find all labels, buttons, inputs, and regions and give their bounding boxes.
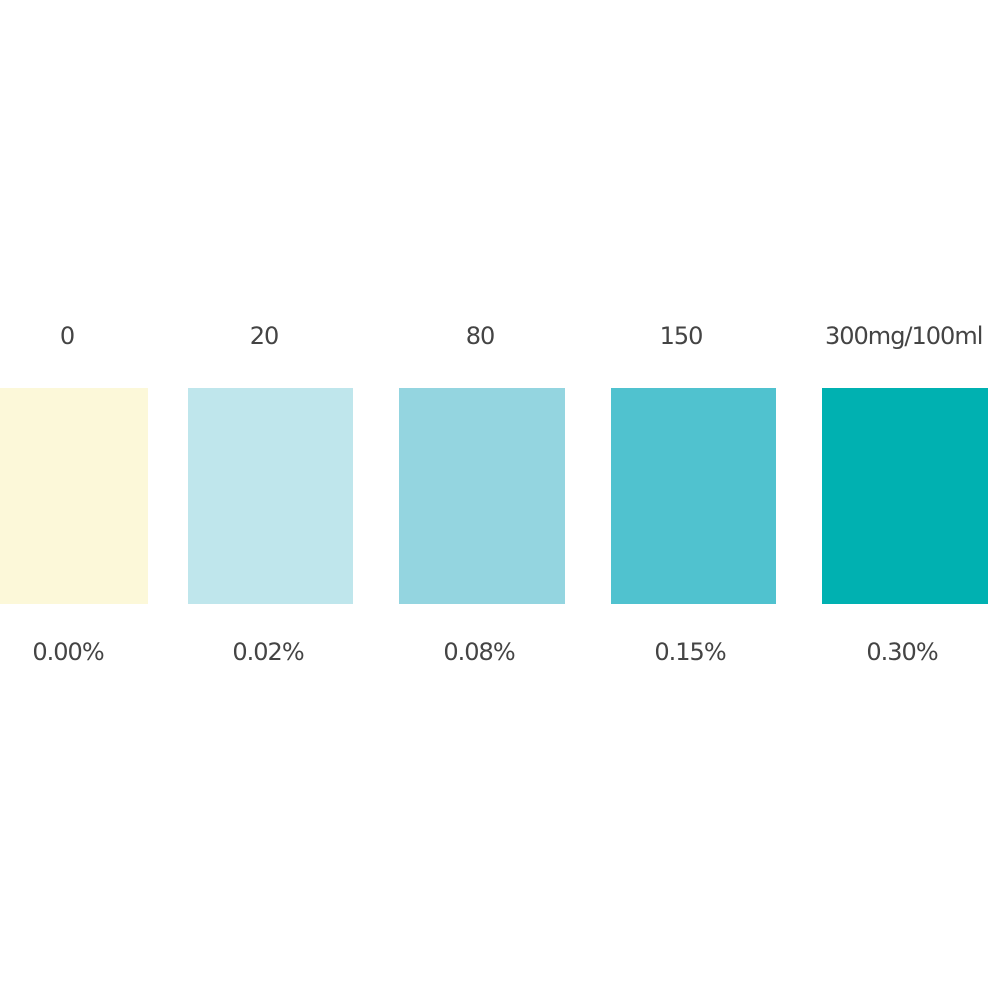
percent-label: 0.15%	[654, 638, 726, 666]
level-label: 20	[249, 322, 280, 350]
percent-label: 0.30%	[866, 638, 938, 666]
level-label: 150	[659, 322, 704, 350]
level-label: 0	[59, 322, 75, 350]
level-label: 300mg/100ml	[825, 322, 983, 350]
color-swatch	[399, 388, 565, 604]
color-swatch	[611, 388, 776, 604]
color-swatch	[822, 388, 988, 604]
color-swatch	[0, 388, 148, 604]
color-swatch	[188, 388, 353, 604]
percent-label: 0.02%	[232, 638, 304, 666]
level-label: 80	[465, 322, 496, 350]
percent-label: 0.00%	[32, 638, 104, 666]
percent-label: 0.08%	[443, 638, 515, 666]
